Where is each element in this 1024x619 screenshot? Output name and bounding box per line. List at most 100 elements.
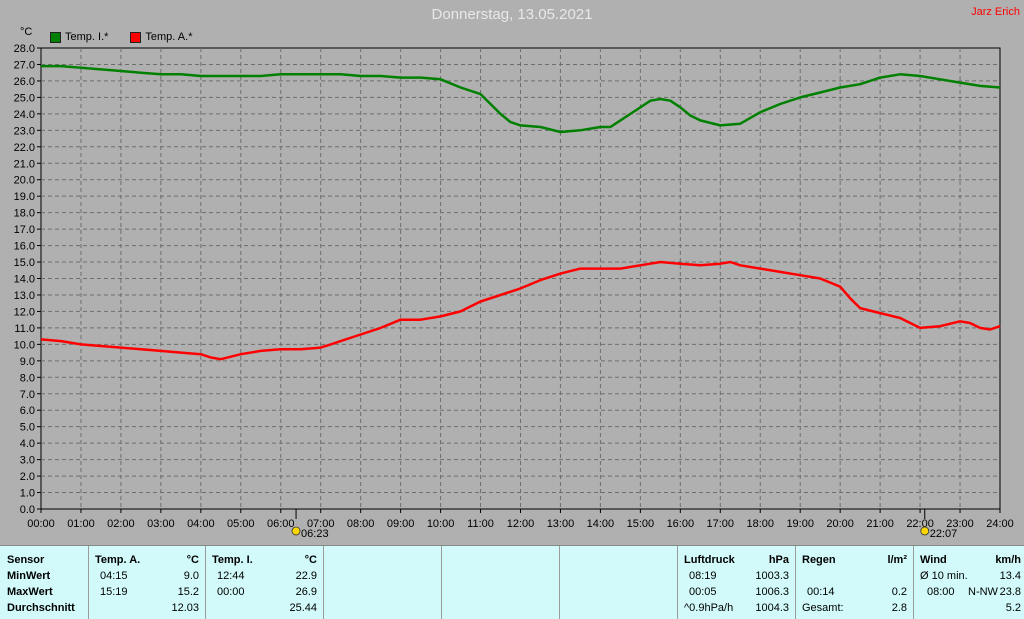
series-line-outside xyxy=(40,260,1001,361)
y-tick-label: 22.0 xyxy=(14,142,35,154)
y-tick-label: 19.0 xyxy=(14,191,35,203)
x-tick-label: 12:00 xyxy=(507,518,535,530)
rain-unit: l/m² xyxy=(887,554,907,566)
rain-header: Regen xyxy=(802,554,836,566)
temp-a-min-value: 9.0 xyxy=(183,570,199,582)
wind-last-value: 5.2 xyxy=(1005,602,1021,614)
x-tick-label: 20:00 xyxy=(826,518,854,530)
rain-column: Regen l/m² 00:14 0.2 Gesamt: 2.8 xyxy=(795,546,914,619)
pressure-current-value: 1004.3 xyxy=(755,602,789,614)
chart-title: Donnerstag, 13.05.2021 xyxy=(431,6,593,23)
legend-label-outside: Temp. A.* xyxy=(145,31,193,43)
stats-panel: Sensor MinWert MaxWert Durchschnitt Temp… xyxy=(0,545,1024,619)
temperature-chart: 0.0 1.0 2.0 3.0 4.0 5.0 6.0 7.0 8.0 9.0 10.0 11.0 12… xyxy=(14,43,1014,540)
legend-label-inside: Temp. I.* xyxy=(65,31,109,43)
wind-avg-value: 13.4 xyxy=(999,570,1021,582)
wind-unit: km/h xyxy=(995,554,1021,566)
x-tick-label: 10:00 xyxy=(427,518,455,530)
x-tick-label: 05:00 xyxy=(227,518,255,530)
legend: Temp. I.* Temp. A.* xyxy=(50,31,192,43)
x-tick-label: 22:00 xyxy=(906,518,934,530)
rain-time: 00:14 xyxy=(807,586,835,598)
y-tick-label: 24.0 xyxy=(14,109,35,121)
sunset-icon xyxy=(920,526,930,536)
sun-marker-label: 06:23 xyxy=(301,528,329,540)
y-tick-label: 3.0 xyxy=(20,455,35,467)
y-tick-label: 20.0 xyxy=(14,175,35,187)
rain-total-value: 2.8 xyxy=(891,602,907,614)
min-row-label: MinWert xyxy=(7,570,51,582)
y-tick-label: 15.0 xyxy=(14,257,35,269)
x-tick-label: 02:00 xyxy=(107,518,135,530)
wind-header: Wind xyxy=(920,554,947,566)
wind-max-value: 23.8 xyxy=(999,586,1021,598)
temp-i-min-value: 22.9 xyxy=(295,570,317,582)
empty-column-1 xyxy=(323,546,442,619)
x-tick-label: 08:00 xyxy=(347,518,375,530)
temp-a-header: Temp. A. xyxy=(95,554,141,566)
y-tick-label: 5.0 xyxy=(20,422,35,434)
y-tick-label: 1.0 xyxy=(20,488,35,500)
y-tick-label: 10.0 xyxy=(14,339,35,351)
pressure-trend-label: ^0.9hPa/h xyxy=(684,602,734,614)
y-tick-label: 23.0 xyxy=(14,125,35,137)
temp-a-avg-value: 12.03 xyxy=(171,602,199,614)
y-tick-label: 11.0 xyxy=(14,323,35,335)
temp-i-max-value: 26.9 xyxy=(295,586,317,598)
empty-column-2 xyxy=(441,546,560,619)
temp-a-max-value: 15.2 xyxy=(177,586,199,598)
y-tick-label: 28.0 xyxy=(14,43,35,55)
y-tick-label: 8.0 xyxy=(20,372,35,384)
wind-column: Wind km/h Ø 10 min. 13.4 08:00 N-NW 23.8… xyxy=(913,546,1024,619)
temp-i-avg-value: 25.44 xyxy=(289,602,317,614)
author-label: Jarz Erich xyxy=(971,6,1020,18)
y-tick-label: 13.0 xyxy=(14,290,35,302)
y-tick-label: 27.0 xyxy=(14,59,35,71)
wind-avg-label: Ø 10 min. xyxy=(920,570,968,582)
y-axis: 0.0 1.0 2.0 3.0 4.0 5.0 6.0 7.0 8.0 9.0 10.0 11.0 12… xyxy=(14,43,41,516)
y-tick-label: 7.0 xyxy=(20,389,35,401)
legend-item-outside: Temp. A.* xyxy=(130,31,192,43)
x-tick-label: 03:00 xyxy=(147,518,175,530)
rain-total-label: Gesamt: xyxy=(802,602,844,614)
x-tick-label: 11:00 xyxy=(467,518,494,530)
pressure-max-time: 00:05 xyxy=(689,586,717,598)
sensor-column: Sensor MinWert MaxWert Durchschnitt xyxy=(0,546,89,619)
x-tick-label: 00:00 xyxy=(27,518,55,530)
y-tick-label: 9.0 xyxy=(20,356,35,368)
x-tick-label: 16:00 xyxy=(667,518,695,530)
temp-a-column: Temp. A. °C 04:15 9.0 15:19 15.2 12.03 xyxy=(88,546,206,619)
x-tick-label: 15:00 xyxy=(627,518,655,530)
x-axis: 00:00 01:00 02:00 03:00 04:00 05:00 06:00 07:00… xyxy=(27,509,1014,530)
max-row-label: MaxWert xyxy=(7,586,53,598)
x-tick-label: 18:00 xyxy=(746,518,774,530)
pressure-min-time: 08:19 xyxy=(689,570,717,582)
pressure-max-value: 1006.3 xyxy=(755,586,789,598)
x-tick-label: 04:00 xyxy=(187,518,215,530)
x-tick-label: 06:00 xyxy=(267,518,295,530)
sun-markers: 06:23 22:07 xyxy=(291,509,958,540)
x-tick-label: 24:00 xyxy=(986,518,1014,530)
x-tick-label: 01:00 xyxy=(67,518,95,530)
sun-marker-label: 22:07 xyxy=(930,528,958,540)
y-tick-label: 17.0 xyxy=(14,224,35,236)
rain-value: 0.2 xyxy=(891,586,907,598)
y-tick-label: 18.0 xyxy=(14,208,35,220)
temp-a-unit: °C xyxy=(186,554,199,566)
temp-a-min-time: 04:15 xyxy=(100,570,128,582)
temp-i-header: Temp. I. xyxy=(212,554,253,566)
temp-a-max-time: 15:19 xyxy=(100,586,128,598)
wind-max-direction: N-NW xyxy=(968,586,998,598)
x-tick-label: 21:00 xyxy=(866,518,894,530)
y-tick-label: 25.0 xyxy=(14,92,35,104)
wind-max-time: 08:00 xyxy=(927,586,955,598)
pressure-unit: hPa xyxy=(768,554,789,566)
x-tick-label: 17:00 xyxy=(707,518,735,530)
sensor-header: Sensor xyxy=(7,554,45,566)
series xyxy=(40,64,1001,361)
x-tick-label: 23:00 xyxy=(946,518,974,530)
temp-i-max-time: 00:00 xyxy=(217,586,245,598)
series-line-inside xyxy=(41,64,1001,134)
y-unit-label: °C xyxy=(20,26,33,38)
temp-i-min-time: 12:44 xyxy=(217,570,245,582)
